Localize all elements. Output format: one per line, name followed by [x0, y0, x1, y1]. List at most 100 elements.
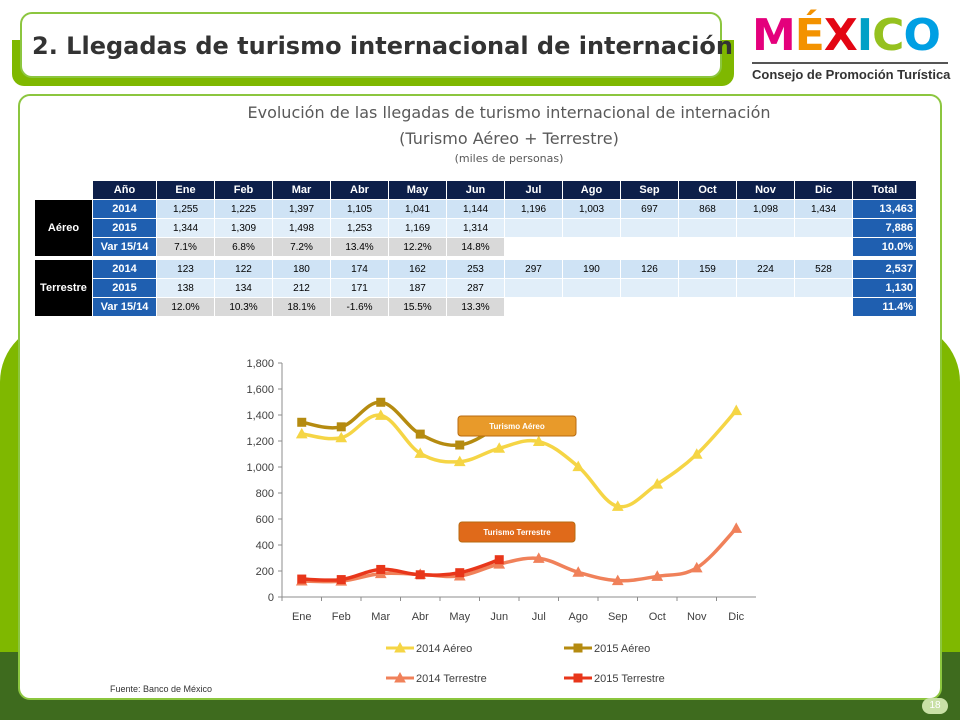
table-header-cell: Ago: [562, 180, 621, 200]
table-cell: [736, 297, 795, 317]
table-cell: [504, 297, 563, 317]
table-cell: 224: [736, 259, 795, 279]
table-cell: 7.1%: [156, 237, 215, 257]
data-point: [611, 574, 624, 586]
table-header-cell: Ene: [156, 180, 215, 200]
data-point: [414, 447, 427, 458]
table-cell: [736, 237, 795, 257]
chart-title: Evolución de las llegadas de turismo int…: [247, 103, 771, 122]
table-cell: 1,225: [214, 199, 273, 219]
table-row: Aéreo 2014 1,255 1,225 1,397 1,105 1,041 1,144 1…: [34, 199, 917, 257]
y-tick-label: 1,400: [246, 410, 274, 422]
logo-letter: X: [823, 10, 858, 61]
legend-swatch-marker: [394, 641, 406, 653]
data-point: [336, 575, 346, 585]
table-header-cell: Año: [92, 180, 157, 200]
table-total-cell: 7,886: [852, 218, 917, 238]
y-tick-label: 1,600: [246, 384, 274, 396]
table-cell: 1,144: [446, 199, 505, 219]
logo: MÉXICO Consejo de Promoción Turística: [752, 12, 952, 90]
data-point: [493, 442, 506, 453]
logo-letter: M: [752, 10, 796, 61]
y-tick-label: 0: [268, 592, 274, 604]
table-cell: 13.4%: [330, 237, 389, 257]
table-cell: [678, 278, 737, 298]
y-tick-label: 1,200: [246, 436, 274, 448]
table-cell: [562, 218, 621, 238]
table-row-label: Var 15/14: [92, 237, 157, 257]
x-tick-label: Dic: [728, 611, 744, 623]
logo-rule: [752, 62, 948, 64]
table-cell: 13.3%: [446, 297, 505, 317]
table-cell: 287: [446, 278, 505, 298]
table-header-cell: Oct: [678, 180, 737, 200]
table-row-label: 2015: [92, 278, 157, 298]
y-tick-label: 1,000: [246, 462, 274, 474]
table-cell: 10.3%: [214, 297, 273, 317]
table-header-row: Año Ene Feb Mar Abr May Jun Jul Ago Sep Oct Nov Dic T…: [34, 180, 917, 200]
x-tick-label: Nov: [687, 611, 707, 623]
table-cell: [504, 278, 563, 298]
data-point: [415, 570, 425, 580]
data-point: [532, 435, 545, 447]
chart-subtitle: (Turismo Aéreo + Terrestre): [399, 129, 619, 148]
data-point: [455, 440, 465, 450]
table-total-cell: 10.0%: [852, 237, 917, 257]
table-row-label: Var 15/14: [92, 297, 157, 317]
data-point: [335, 431, 348, 443]
table-cell: 1,344: [156, 218, 215, 238]
table-group-label: Aéreo: [34, 199, 93, 257]
logo-letter: É: [794, 10, 825, 61]
table-cell: 134: [214, 278, 273, 298]
data-point: [374, 409, 387, 420]
data-point: [651, 570, 664, 581]
annotation-tag: [457, 415, 577, 437]
data-point: [730, 404, 743, 416]
table-cell: 14.8%: [446, 237, 505, 257]
title-box: 2. Llegadas de turismo internacional de …: [20, 12, 733, 78]
data-point: [297, 574, 307, 584]
logo-wordmark: MÉXICO: [752, 12, 952, 60]
series-line: [301, 409, 738, 509]
data-point: [376, 397, 386, 407]
series-line: [301, 558, 500, 582]
x-tick-label: Ago: [568, 611, 588, 623]
table-cell: [562, 237, 621, 257]
data-point: [532, 552, 545, 563]
y-tick-label: 1,800: [246, 358, 274, 370]
data-point: [572, 566, 585, 577]
table-cell: 1,309: [214, 218, 273, 238]
data-point: [730, 522, 743, 533]
annotation-label: Turismo Aéreo: [489, 422, 545, 431]
table-cell: [620, 237, 679, 257]
table-cell: [504, 237, 563, 257]
table-cell: 1,498: [272, 218, 331, 238]
table-cell: 12.2%: [388, 237, 447, 257]
table-cell: 868: [678, 199, 737, 219]
legend-swatch-marker: [394, 671, 406, 683]
legend-label: 2014 Terrestre: [416, 673, 487, 685]
page-title: 2. Llegadas de turismo internacional de …: [32, 32, 733, 60]
legend-label: 2015 Aéreo: [594, 643, 650, 655]
chart-heading: Evolución de las llegadas de turismo int…: [0, 100, 960, 166]
table-header-cell: Jun: [446, 180, 505, 200]
source-note: Fuente: Banco de México: [110, 684, 213, 694]
y-tick-label: 800: [256, 488, 274, 500]
table-cell: [504, 218, 563, 238]
data-table: Año Ene Feb Mar Abr May Jun Jul Ago Sep Oct Nov Dic T…: [34, 180, 917, 317]
data-point: [455, 568, 465, 578]
chart-unit: (miles de personas): [454, 152, 564, 165]
table-cell: 159: [678, 259, 737, 279]
y-tick-label: 400: [256, 540, 274, 552]
table-cell: [794, 237, 853, 257]
data-point: [336, 422, 346, 432]
x-tick-label: Jun: [490, 611, 508, 623]
x-tick-label: Feb: [332, 611, 351, 623]
data-point: [690, 561, 703, 573]
x-tick-label: Jul: [532, 611, 546, 623]
table-cell: 528: [794, 259, 853, 279]
table-cell: 126: [620, 259, 679, 279]
legend-swatch-marker: [573, 643, 583, 653]
table-cell: [620, 278, 679, 298]
table-cell: 187: [388, 278, 447, 298]
